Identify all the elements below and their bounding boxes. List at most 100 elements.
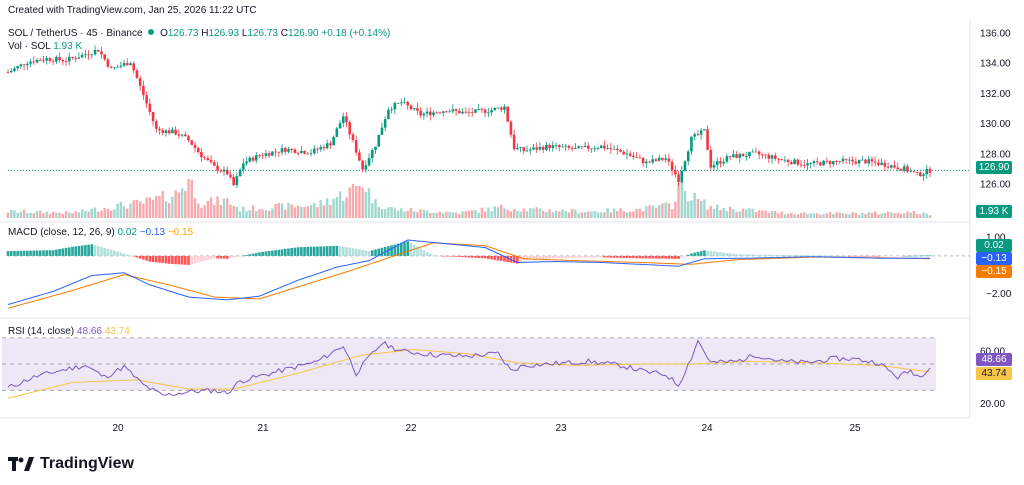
volume-legend[interactable]: Vol · SOL 1.93 K	[8, 41, 82, 52]
macd-histogram-bar	[261, 251, 264, 256]
candle-body	[567, 145, 571, 148]
macd-histogram-bar	[864, 255, 867, 257]
tradingview-logo-icon	[8, 457, 34, 471]
volume-bar	[774, 211, 777, 218]
candle-body	[667, 158, 671, 162]
candle-body	[503, 106, 506, 110]
candle-body	[535, 147, 538, 150]
volume-bar	[35, 211, 39, 218]
volume-bar	[477, 212, 480, 218]
volume-bar	[728, 206, 732, 218]
candle-body	[416, 108, 419, 111]
volume-bar	[16, 212, 19, 218]
tradingview-logo[interactable]: TradingView	[8, 455, 134, 473]
volume-bar	[197, 203, 200, 218]
macd-histogram-bar	[696, 251, 700, 256]
volume-bar	[786, 213, 790, 218]
macd-histogram-bar	[538, 255, 542, 260]
volume-bar	[912, 210, 916, 218]
volume-bar	[767, 212, 771, 218]
macd-histogram-bar	[219, 255, 223, 259]
candle-body	[138, 78, 142, 86]
high-value: 126.93	[208, 28, 240, 39]
macd-histogram-bar	[180, 255, 184, 265]
volume-bar	[351, 183, 355, 218]
candle-body	[773, 155, 777, 159]
candle-body	[609, 148, 613, 150]
macd-histogram-bar	[245, 254, 248, 256]
macd-histogram-bar	[370, 250, 374, 256]
volume-bar	[393, 208, 397, 218]
candle-body	[880, 162, 883, 165]
volume-bar	[480, 207, 484, 218]
candle-body	[22, 64, 26, 66]
rsi-legend[interactable]: RSI (14, close) 48.66 43.74	[8, 326, 130, 337]
volume-bar	[577, 213, 580, 218]
macd-histogram-bar	[648, 255, 651, 259]
candle-body	[390, 109, 393, 111]
candle-body	[280, 148, 284, 153]
candle-body	[912, 171, 916, 173]
macd-histogram-bar	[880, 255, 883, 257]
candle-body	[586, 145, 590, 149]
macd-histogram-bar	[902, 255, 906, 257]
volume-bar	[329, 204, 332, 218]
candle-body	[516, 147, 519, 150]
volume-bar	[335, 196, 339, 218]
candle-body	[706, 129, 709, 150]
volume-bar	[238, 211, 242, 218]
macd-legend[interactable]: MACD (close, 12, 26, 9) 0.02 −0.13 −0.15	[8, 227, 193, 238]
rsi-label: RSI (14, close)	[8, 326, 75, 337]
volume-bar	[387, 207, 390, 218]
macd-histogram-bar	[425, 251, 429, 256]
candle-body	[483, 109, 487, 113]
candle-body	[725, 156, 729, 162]
change-value: +0.18 (+0.14%)	[321, 28, 391, 39]
macd-histogram-bar	[167, 255, 171, 264]
volume-bar	[416, 212, 419, 218]
candle-body	[487, 112, 490, 114]
volume-bar	[761, 210, 764, 218]
macd-histogram-bar	[332, 245, 335, 256]
macd-histogram-bar	[6, 251, 10, 256]
volume-bar	[367, 188, 371, 218]
macd-histogram-bar	[651, 255, 655, 259]
candle-body	[129, 63, 132, 66]
macd-histogram-bar	[751, 254, 754, 256]
volume-bar	[654, 207, 658, 218]
macd-histogram-bar	[583, 255, 587, 258]
candle-body	[267, 153, 271, 156]
macd-histogram-bar	[870, 255, 874, 257]
macd-histogram-bar	[657, 255, 661, 259]
candle-body	[806, 163, 809, 166]
macd-histogram-bar	[477, 255, 480, 258]
macd-histogram-bar	[748, 254, 751, 256]
macd-histogram-bar	[790, 255, 793, 256]
macd-histogram-bar	[458, 255, 461, 257]
candle-body	[190, 140, 194, 145]
candle-body	[893, 165, 896, 168]
candle-body	[196, 147, 200, 152]
candle-body	[867, 159, 871, 164]
tradingview-logo-text: TradingView	[40, 455, 134, 472]
volume-bar	[209, 197, 213, 218]
candle-body	[909, 171, 912, 173]
volume-bar	[68, 212, 71, 218]
time-axis-label: 23	[555, 423, 567, 434]
macd-histogram-bar	[122, 253, 126, 256]
macd-histogram-bar	[354, 248, 358, 256]
candle-body	[890, 165, 893, 168]
macd-histogram-bar	[873, 255, 877, 257]
candle-body	[6, 72, 10, 74]
symbol-legend[interactable]: SOL / TetherUS · 45 · Binance O126.73 H1…	[8, 28, 390, 39]
macd-histogram-bar	[364, 250, 368, 256]
volume-bar	[106, 208, 110, 218]
macd-histogram-bar	[106, 248, 110, 256]
volume-bar	[806, 213, 809, 218]
volume-bar	[799, 213, 803, 218]
macd-histogram-bar	[235, 255, 239, 257]
candle-body	[9, 70, 13, 73]
macd-histogram-bar	[770, 254, 774, 256]
volume-bar	[664, 202, 667, 218]
